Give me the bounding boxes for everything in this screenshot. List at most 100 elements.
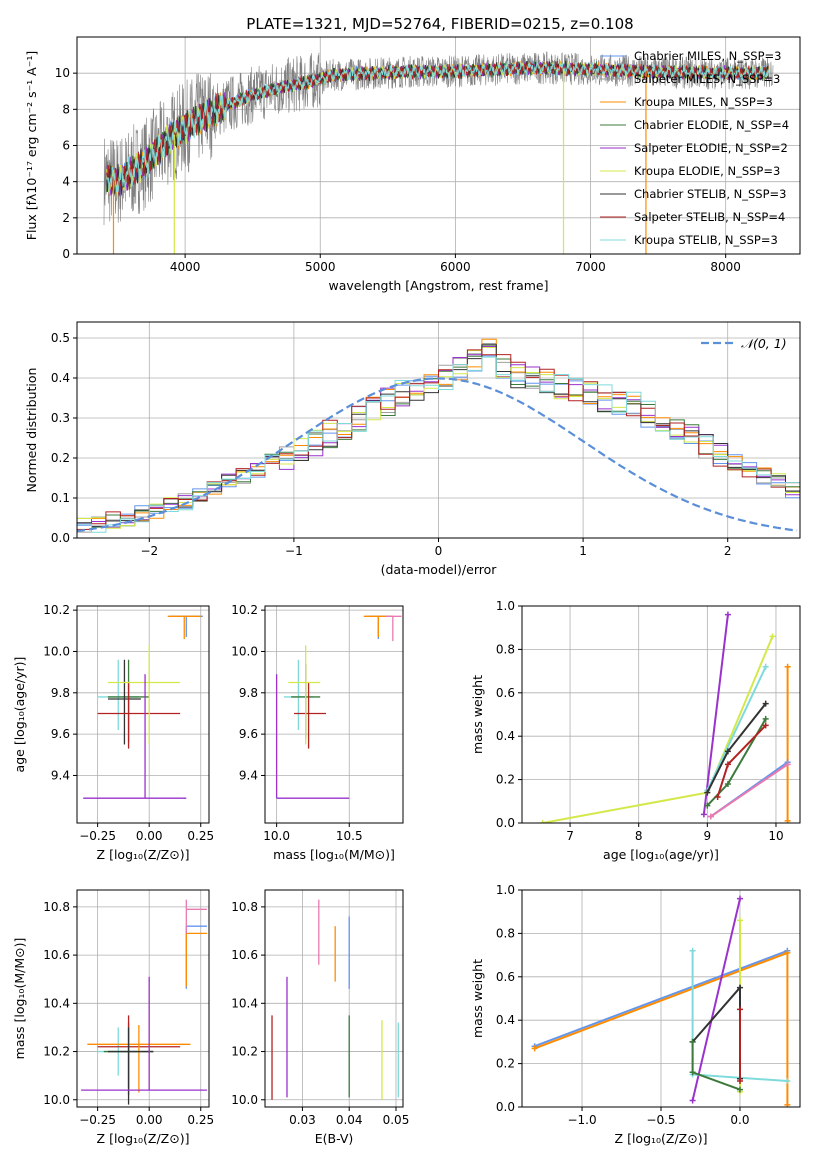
legend-entry: Kroupa STELIB, N_SSP=3 <box>634 233 778 247</box>
age-vs-Z-xtick-label: 0.00 <box>136 829 163 843</box>
residuals-ylabel: Normed distribution <box>24 368 39 493</box>
residuals-plot <box>77 338 800 533</box>
legend-entry: Salpeter MILES, N_SSP=3 <box>634 72 780 86</box>
mass-vs-EBV-ytick-label: 10.8 <box>231 900 258 914</box>
spectrum-xtick-label: 5000 <box>305 260 336 274</box>
spectrum-plot <box>103 51 774 254</box>
residuals-xlabel: (data-model)/error <box>381 562 498 577</box>
weight-vs-Z-ytick-label: 0.4 <box>496 1013 515 1027</box>
age-vs-Z-frame <box>76 605 210 824</box>
mass-vs-EBV-xlabel: E(B-V) <box>315 1131 354 1146</box>
errorbar-point <box>97 659 139 730</box>
model-spectrum-line <box>106 59 769 195</box>
residuals-xtick-label: 2 <box>724 544 732 558</box>
age-vs-mass-xtick-label: 10.0 <box>263 829 290 843</box>
errorbar-point <box>107 659 141 745</box>
mass-vs-EBV-ytick-label: 10.4 <box>231 996 258 1010</box>
weight-line <box>702 614 729 815</box>
weight-vs-age-xtick-label: 9 <box>704 829 712 843</box>
errorbar-point <box>107 1027 154 1105</box>
legend-entry: Salpeter ELODIE, N_SSP=2 <box>634 141 788 155</box>
age-vs-Z-xtick-label: 0.25 <box>187 829 214 843</box>
residuals-xtick-label: 0 <box>435 544 443 558</box>
mass-vs-EBV-xtick-label: 0.05 <box>383 1113 410 1127</box>
weight-vs-age-xtick-label: 8 <box>635 829 643 843</box>
weight-marker <box>784 949 791 956</box>
weight-marker <box>724 611 731 618</box>
spectrum-xtick-label: 6000 <box>440 260 471 274</box>
weight-vs-Z-xtick-label: −0.5 <box>646 1113 675 1127</box>
weight-vs-Z-ytick-label: 0.2 <box>496 1057 515 1071</box>
residuals-xtick-label: 1 <box>579 544 587 558</box>
mass-vs-Z-plot <box>81 899 207 1105</box>
age-vs-Z-ytick-label: 10.2 <box>43 603 70 617</box>
errorbar-point <box>97 682 181 749</box>
weight-marker <box>689 947 696 954</box>
weight-marker <box>736 1086 743 1093</box>
weight-vs-age-ytick-label: 0.4 <box>496 729 515 743</box>
residuals-ytick-label: 0.3 <box>51 411 70 425</box>
mass-vs-Z-xtick-label: 0.25 <box>187 1113 214 1127</box>
weight-vs-age-frame <box>521 605 801 824</box>
age-vs-mass-ytick-label: 9.8 <box>239 686 258 700</box>
age-vs-mass-xtick-label: 10.5 <box>336 829 363 843</box>
spectrum-ytick-label: 10 <box>55 66 70 80</box>
weight-marker <box>689 1038 696 1045</box>
weight-marker <box>784 1077 791 1084</box>
weight-marker <box>707 813 714 820</box>
mass-vs-Z-ytick-label: 10.8 <box>43 900 70 914</box>
weight-marker <box>724 761 731 768</box>
legend-entry: Chabrier ELODIE, N_SSP=4 <box>634 118 789 132</box>
errorbar-point <box>275 674 350 799</box>
weight-marker <box>736 917 743 924</box>
age-vs-Z-ytick-label: 9.4 <box>51 768 70 782</box>
model-spectrum-line <box>106 61 769 196</box>
errorbar-point <box>363 615 393 637</box>
weight-marker <box>762 722 769 729</box>
weight-line <box>710 763 789 818</box>
weight-line <box>706 718 767 807</box>
weight-marker <box>736 1006 743 1013</box>
weight-vs-age-xlabel: age [log₁₀(age/yr)] <box>603 847 719 862</box>
weight-marker <box>736 1077 743 1084</box>
mass-vs-EBV-ytick-label: 10.2 <box>231 1045 258 1059</box>
errorbar-point <box>167 615 201 640</box>
errorbar-point <box>83 674 187 799</box>
weight-marker <box>724 780 731 787</box>
weight-vs-age-ylabel: mass weight <box>470 675 485 754</box>
mass-vs-EBV-ytick-label: 10.0 <box>231 1093 258 1107</box>
spectrum-ytick-label: 0 <box>62 247 70 261</box>
weight-line <box>691 1041 741 1091</box>
errorbar-point <box>288 645 321 745</box>
weight-line <box>542 636 774 823</box>
weight-vs-Z-xtick-label: −1.0 <box>567 1113 596 1127</box>
spectrum-xtick-label: 8000 <box>710 260 741 274</box>
weight-vs-Z-ylabel: mass weight <box>470 959 485 1038</box>
weight-marker <box>762 700 769 707</box>
age-vs-Z-ytick-label: 9.6 <box>51 727 70 741</box>
weight-marker <box>736 895 743 902</box>
legend-entry: Kroupa ELODIE, N_SSP=3 <box>634 164 780 178</box>
age-vs-mass-plot <box>275 615 402 799</box>
age-vs-Z-ytick-label: 10.0 <box>43 644 70 658</box>
mass-vs-EBV-plot <box>271 899 399 1100</box>
weight-line <box>534 949 788 1048</box>
weight-line <box>691 898 741 1101</box>
mass-vs-EBV-frame <box>264 889 404 1108</box>
age-vs-Z-plot <box>83 615 203 799</box>
weight-vs-Z-ytick-label: 0.6 <box>496 970 515 984</box>
age-vs-mass-ytick-label: 10.2 <box>231 603 258 617</box>
mass-vs-Z-ytick-label: 10.6 <box>43 948 70 962</box>
age-vs-Z-ylabel: age [log₁₀(age/yr)] <box>12 657 27 773</box>
weight-marker <box>784 663 791 670</box>
errorbar-point <box>169 615 203 637</box>
observed-spectrum-line <box>103 51 774 226</box>
age-vs-mass-xlabel: mass [log₁₀(M/M⊙)] <box>273 847 395 862</box>
normal-reference-curve <box>77 377 798 533</box>
weight-vs-age-ytick-label: 0.0 <box>496 816 515 830</box>
legend-entry: Kroupa MILES, N_SSP=3 <box>634 95 773 109</box>
errorbar-point <box>107 645 181 745</box>
mass-vs-EBV-xtick-label: 0.03 <box>289 1113 316 1127</box>
residuals-ytick-label: 0.4 <box>51 371 70 385</box>
age-vs-mass-ytick-label: 9.4 <box>239 768 258 782</box>
